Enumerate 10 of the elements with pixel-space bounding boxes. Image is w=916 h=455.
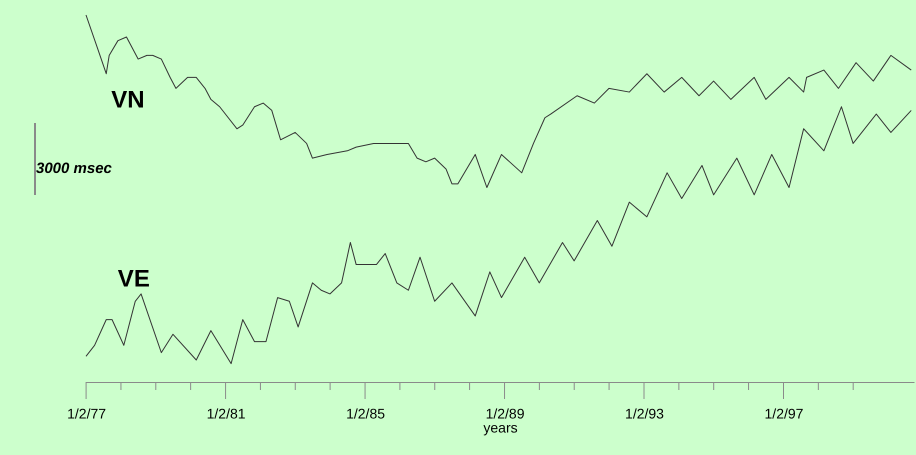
x-tick-label: 1/2/81 [206, 406, 246, 422]
annotation: 3000 msec [36, 160, 113, 177]
x-axis-title: years [483, 420, 518, 436]
x-tick-label: 1/2/89 [486, 406, 525, 422]
x-tick-label: 1/2/97 [764, 406, 804, 422]
x-tick-label: 1/2/93 [625, 406, 664, 422]
series-label: VE [118, 265, 150, 292]
series-label: VN [111, 86, 145, 114]
x-tick-label: 1/2/77 [67, 406, 106, 422]
x-tick-label: 1/2/85 [346, 406, 386, 422]
